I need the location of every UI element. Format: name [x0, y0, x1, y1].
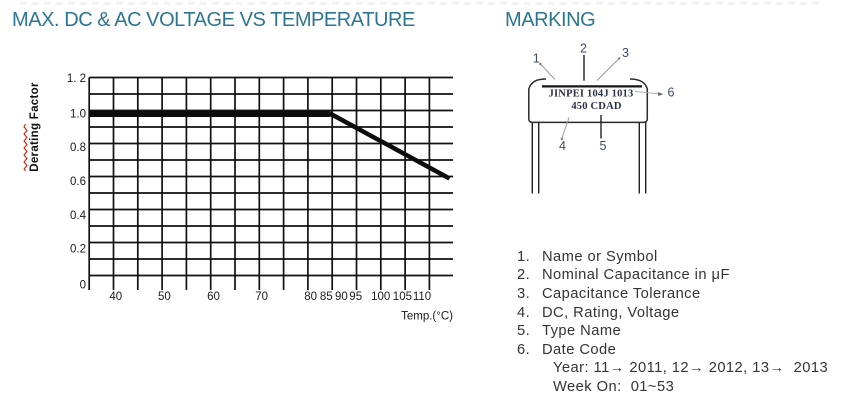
svg-text:90: 90 [335, 291, 348, 303]
svg-text:50: 50 [158, 291, 171, 303]
svg-text:70: 70 [255, 291, 268, 303]
svg-text:4: 4 [559, 139, 566, 153]
svg-text:0.2: 0.2 [70, 244, 86, 256]
svg-text:0.4: 0.4 [70, 210, 87, 222]
svg-text:1. 2: 1. 2 [67, 73, 86, 85]
svg-text:2: 2 [580, 42, 587, 56]
svg-text:JINPEI 104J 1013: JINPEI 104J 1013 [549, 89, 634, 100]
svg-text:0.8: 0.8 [70, 142, 86, 154]
svg-text:60: 60 [207, 291, 220, 303]
svg-text:Temp.(°C): Temp.(°C) [401, 311, 453, 323]
svg-text:Derating Factor: Derating Factor [29, 82, 41, 172]
svg-text:105: 105 [393, 291, 412, 303]
svg-text:5: 5 [600, 139, 607, 153]
svg-text:100: 100 [371, 291, 390, 303]
svg-text:1.0: 1.0 [70, 109, 86, 121]
svg-text:80: 80 [304, 291, 317, 303]
svg-text:85: 85 [320, 291, 333, 303]
svg-text:95: 95 [349, 291, 362, 303]
svg-text:3: 3 [622, 46, 629, 60]
svg-text:40: 40 [109, 291, 122, 303]
svg-text:110: 110 [413, 291, 431, 303]
svg-text:450 CDAD: 450 CDAD [571, 101, 622, 112]
svg-text:0.6: 0.6 [70, 176, 86, 188]
svg-text:0: 0 [80, 280, 86, 292]
svg-text:6: 6 [668, 86, 675, 100]
svg-text:1: 1 [533, 52, 540, 66]
